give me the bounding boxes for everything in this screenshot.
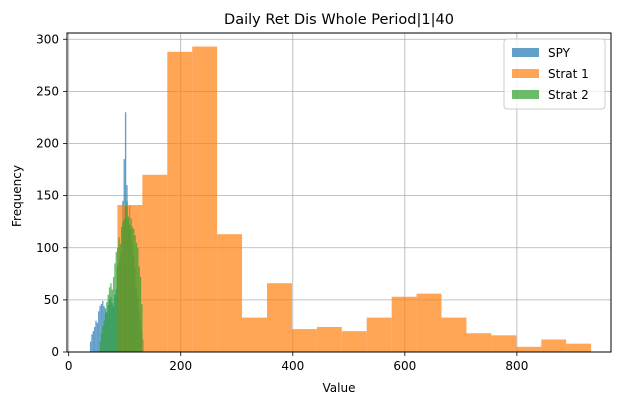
legend-label: Strat 1: [548, 67, 589, 81]
histogram-bar: [391, 296, 417, 352]
histogram-bar: [96, 322, 99, 352]
histogram-bar: [111, 289, 113, 352]
histogram-bar: [341, 331, 367, 352]
histogram-bar: [217, 234, 243, 352]
histogram-bar: [491, 335, 517, 352]
series-strat-2: [99, 200, 143, 352]
x-tick-label: 400: [281, 359, 304, 373]
histogram-bar: [114, 263, 116, 352]
histogram-bar: [242, 317, 268, 352]
legend-label: SPY: [548, 46, 571, 60]
histogram-bar: [121, 226, 123, 352]
histogram-bar: [115, 251, 117, 352]
histogram-bar: [106, 301, 108, 352]
histogram-bar: [466, 333, 492, 352]
y-tick-label: 300: [36, 32, 59, 46]
histogram-bar: [112, 276, 115, 352]
series-strat-1: [117, 46, 592, 353]
y-tick-label: 150: [36, 189, 59, 203]
histogram-bar: [441, 317, 467, 352]
histogram-bar: [139, 276, 142, 352]
histogram-bar: [118, 237, 120, 352]
histogram-bar: [126, 200, 128, 352]
histogram-bar: [133, 228, 135, 352]
histogram-bar: [89, 341, 92, 352]
histogram-bar: [107, 294, 109, 352]
legend-swatch: [512, 69, 539, 78]
legend-swatch: [512, 90, 539, 99]
histogram-bar: [119, 243, 122, 352]
histogram-bar: [141, 304, 143, 352]
histogram-bar: [99, 341, 101, 352]
histogram-bar: [110, 283, 112, 352]
histogram-bar: [92, 331, 95, 352]
histogram-bar: [108, 287, 111, 352]
histogram-bar: [129, 224, 131, 352]
y-tick-label: 100: [36, 241, 59, 255]
legend-label: Strat 2: [548, 88, 589, 102]
y-tick-label: 200: [36, 137, 59, 151]
histogram-bar: [125, 206, 127, 352]
histogram-bar: [131, 226, 134, 352]
histogram-bar: [291, 329, 317, 352]
histogram-bar: [138, 266, 140, 352]
y-tick-label: 250: [36, 84, 59, 98]
x-tick-label: 600: [393, 359, 416, 373]
histogram-bar: [100, 333, 103, 352]
histogram-bar: [541, 339, 567, 352]
x-tick-label: 200: [169, 359, 192, 373]
histogram-bar: [134, 235, 136, 352]
y-tick-label: 50: [44, 293, 59, 307]
histogram-bar: [316, 326, 342, 352]
histogram-bar: [123, 218, 126, 352]
histogram-bar: [116, 247, 119, 352]
chart-title: Daily Ret Dis Whole Period|1|40: [224, 12, 454, 28]
histogram-bar: [98, 311, 100, 352]
x-tick-label: 0: [65, 359, 73, 373]
histogram-bar: [267, 283, 292, 352]
histogram-bar: [104, 312, 107, 352]
histogram-bar: [192, 46, 218, 353]
histogram-bar: [100, 304, 103, 352]
histogram-bar: [127, 216, 130, 352]
histogram-bar: [167, 51, 193, 352]
x-axis-label: Value: [323, 381, 356, 395]
histogram-bar: [142, 174, 168, 352]
histogram-bar: [566, 343, 592, 352]
axis-ticks: 0 200 400 600 800 0 50 100 150 200 250 300: [36, 32, 528, 373]
legend-swatch: [512, 48, 539, 57]
histogram-bars: [89, 46, 592, 353]
histogram-bar: [130, 218, 132, 352]
histogram-bar: [99, 306, 101, 352]
histogram-bar: [102, 325, 104, 352]
histogram-bar: [94, 326, 96, 352]
x-tick-label: 800: [505, 359, 528, 373]
histogram-bar: [122, 221, 124, 352]
plot-frame: [66, 32, 612, 353]
histogram-bar: [366, 317, 392, 352]
y-axis-label: Frequency: [10, 165, 24, 227]
histogram-bar: [135, 242, 138, 352]
histogram-bar: [95, 320, 97, 352]
histogram-bar: [103, 320, 105, 352]
histogram-bar: [516, 346, 542, 352]
histogram-bar: [416, 293, 442, 352]
histogram-bar: [91, 334, 93, 352]
y-tick-label: 0: [51, 345, 59, 359]
legend: SPY Strat 1 Strat 2: [503, 38, 606, 110]
histogram-bar: [137, 247, 139, 352]
